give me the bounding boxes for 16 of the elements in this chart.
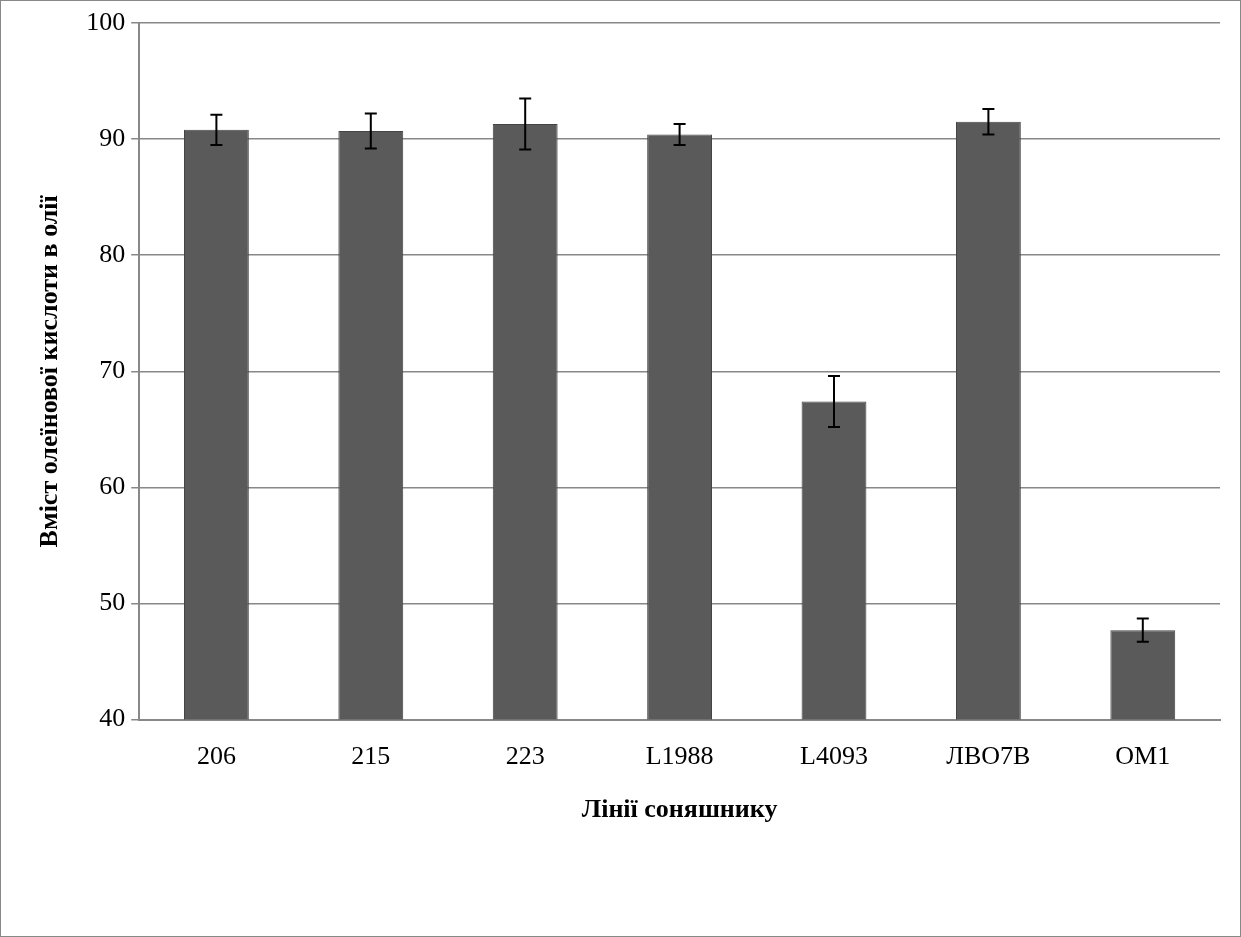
y-tick-label: 50: [99, 587, 126, 617]
y-tick-label: 90: [99, 122, 126, 152]
x-tick-label: OM1: [1115, 741, 1171, 771]
y-tick-label: 60: [99, 471, 126, 501]
y-tick-label: 80: [99, 239, 126, 269]
x-tick-label: 215: [351, 741, 391, 771]
y-tick-label: 100: [86, 6, 126, 36]
y-tick-label: 70: [99, 355, 126, 385]
y-axis-title: Вміст олеїнової кислоти в олії: [34, 194, 64, 548]
x-tick-label: 223: [505, 741, 545, 771]
x-axis-title: Лінії соняшнику: [581, 794, 778, 824]
y-tick-label: 40: [99, 703, 126, 733]
x-tick-label: L1988: [645, 741, 714, 771]
x-tick-label: 206: [196, 741, 236, 771]
x-tick-label: L4093: [800, 741, 868, 771]
x-tick-label: ЛВО7В: [946, 741, 1031, 771]
